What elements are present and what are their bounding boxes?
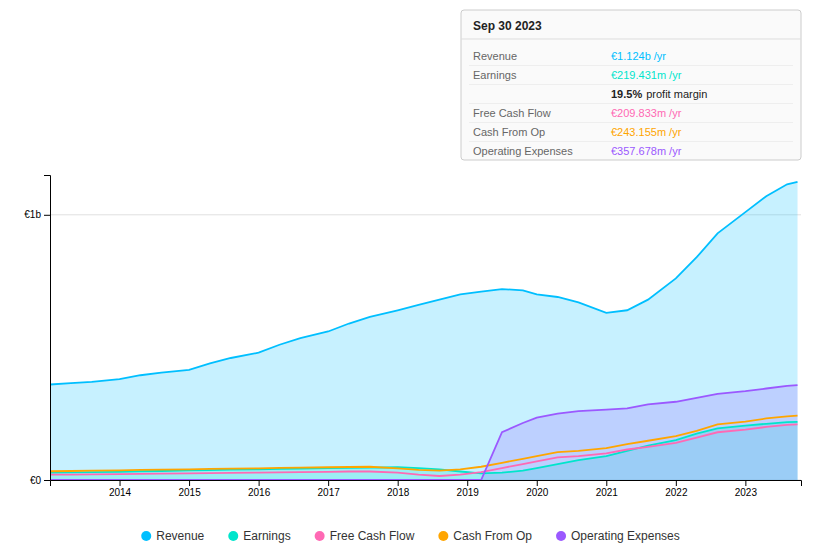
y-tick-label: €1b bbox=[24, 209, 41, 220]
info-row-value: €357.678m /yr bbox=[611, 145, 682, 157]
legend-label: Revenue bbox=[156, 529, 204, 543]
y-axis: €0 €1b bbox=[24, 176, 50, 486]
legend-item: Operating Expenses bbox=[556, 529, 680, 543]
marks bbox=[50, 182, 798, 480]
x-tick-label: 2017 bbox=[318, 487, 341, 498]
legend-swatch bbox=[315, 531, 325, 541]
info-row-value: 19.5% bbox=[611, 88, 642, 100]
info-row-label: Earnings bbox=[473, 69, 517, 81]
y-tick-label: €0 bbox=[30, 475, 42, 486]
legend-label: Earnings bbox=[243, 529, 290, 543]
x-tick-label: 2014 bbox=[109, 487, 132, 498]
x-tick-mark bbox=[398, 480, 399, 486]
info-row-value: €209.833m /yr bbox=[611, 107, 682, 119]
x-tick-mark bbox=[120, 480, 121, 486]
chart-svg: 2014 2015 2016 2017 2018 2019 2020 2021 2022 2023… bbox=[0, 0, 821, 560]
x-tick-mark bbox=[328, 480, 329, 486]
info-row-label: Operating Expenses bbox=[473, 145, 573, 157]
legend-label: Cash From Op bbox=[453, 529, 532, 543]
x-tick: 2017 bbox=[318, 480, 341, 498]
x-axis-line bbox=[51, 481, 802, 487]
info-box: Sep 30 2023 Revenue €1.124b /yr Earnings €21… bbox=[461, 10, 801, 160]
info-row-label: Cash From Op bbox=[473, 126, 545, 138]
x-tick: 2020 bbox=[526, 480, 549, 498]
x-tick-mark bbox=[745, 480, 746, 486]
y-tick-mark bbox=[44, 480, 50, 481]
x-tick-mark bbox=[189, 480, 190, 486]
x-axis: 2014 2015 2016 2017 2018 2019 2020 2021 2022 2023 bbox=[51, 480, 802, 498]
plot-area: 2014 2015 2016 2017 2018 2019 2020 2021 2022 2023… bbox=[24, 176, 801, 499]
legend-swatch bbox=[438, 531, 448, 541]
line bbox=[50, 182, 798, 385]
x-tick-label: 2021 bbox=[596, 487, 619, 498]
y-tick: €0 bbox=[30, 475, 50, 486]
y-axis-line bbox=[44, 176, 51, 481]
x-tick-label: 2023 bbox=[735, 487, 758, 498]
area bbox=[50, 182, 798, 480]
legend-swatch bbox=[556, 531, 566, 541]
info-box-separator bbox=[461, 39, 801, 40]
line bbox=[50, 385, 798, 480]
x-tick: 2016 bbox=[248, 480, 271, 498]
line bbox=[50, 416, 798, 472]
x-tick-label: 2018 bbox=[387, 487, 410, 498]
info-row-label: Revenue bbox=[473, 50, 517, 62]
x-tick-mark bbox=[606, 480, 607, 486]
info-box-title: Sep 30 2023 bbox=[473, 19, 542, 33]
info-box-separator bbox=[469, 141, 793, 142]
info-box-frame bbox=[461, 10, 801, 160]
x-tick: 2019 bbox=[457, 480, 480, 498]
legend-label: Free Cash Flow bbox=[330, 529, 415, 543]
x-tick-label: 2019 bbox=[457, 487, 480, 498]
legend-swatch bbox=[141, 531, 151, 541]
x-tick-label: 2016 bbox=[248, 487, 271, 498]
legend-item: Cash From Op bbox=[438, 529, 532, 543]
x-tick: 2022 bbox=[665, 480, 688, 498]
chart-container: 2014 2015 2016 2017 2018 2019 2020 2021 2022 2023… bbox=[0, 0, 821, 560]
info-row-label: Free Cash Flow bbox=[473, 107, 551, 119]
info-box-separator bbox=[469, 122, 793, 123]
x-tick-mark bbox=[676, 480, 677, 486]
x-tick: 2014 bbox=[109, 480, 132, 498]
y-tick-mark bbox=[44, 215, 50, 216]
info-row-value: €219.431m /yr bbox=[611, 69, 682, 81]
info-row-value: €243.155m /yr bbox=[611, 126, 682, 138]
area bbox=[50, 385, 798, 480]
grid-line bbox=[50, 214, 801, 215]
info-row-rest: profit margin bbox=[646, 88, 707, 100]
x-tick-label: 2015 bbox=[178, 487, 201, 498]
legend-swatch bbox=[228, 531, 238, 541]
x-tick-mark bbox=[259, 480, 260, 486]
info-box-separator bbox=[469, 103, 793, 104]
info-box-separator bbox=[469, 65, 793, 66]
legend-item: Free Cash Flow bbox=[315, 529, 415, 543]
x-tick-label: 2020 bbox=[526, 487, 549, 498]
legend-item: Revenue bbox=[141, 529, 204, 543]
x-tick: 2018 bbox=[387, 480, 410, 498]
info-box-separator bbox=[469, 84, 793, 85]
x-tick: 2015 bbox=[178, 480, 201, 498]
legend-item: Earnings bbox=[228, 529, 290, 543]
x-tick: 2023 bbox=[735, 480, 758, 498]
x-tick: 2021 bbox=[596, 480, 619, 498]
line bbox=[50, 422, 798, 473]
x-tick-label: 2022 bbox=[665, 487, 688, 498]
line bbox=[50, 424, 798, 476]
x-tick-mark bbox=[537, 480, 538, 486]
x-tick-mark bbox=[467, 480, 468, 486]
legend-label: Operating Expenses bbox=[571, 529, 680, 543]
y-tick: €1b bbox=[24, 209, 50, 220]
legend: Revenue Earnings Free Cash Flow Cash From O… bbox=[141, 529, 680, 543]
info-row-value: €1.124b /yr bbox=[611, 50, 666, 62]
